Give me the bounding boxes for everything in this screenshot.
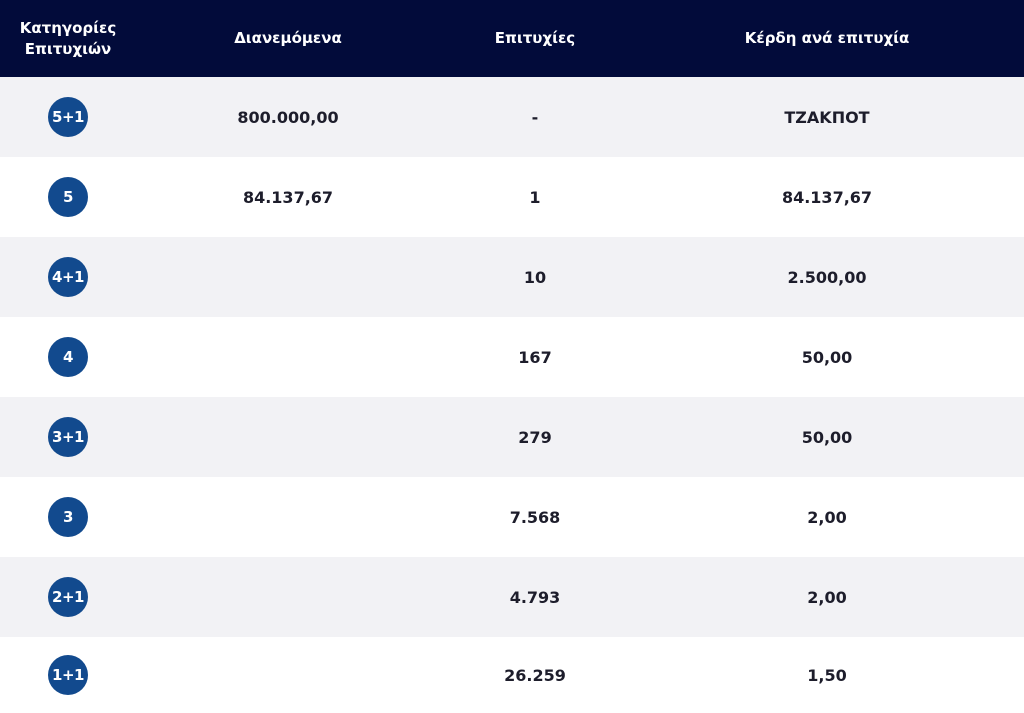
category-badge: 5 <box>48 177 88 217</box>
category-badge: 2+1 <box>48 577 88 617</box>
distributed-cell: 84.137,67 <box>242 187 334 207</box>
category-cell: 5+1 <box>0 97 136 137</box>
category-cell: 2+1 <box>0 577 136 617</box>
table-body: 5+1 800.000,00 - ΤΖΑΚΠΟΤ 5 84.137,67 1 84.137,6… <box>0 77 1024 713</box>
winners-cell: 279 <box>518 427 552 447</box>
winners-cell: 1 <box>529 187 541 207</box>
prize-cell: 50,00 <box>801 427 853 447</box>
category-badge: 4+1 <box>48 257 88 297</box>
table-row: 5 84.137,67 1 84.137,67 <box>0 157 1024 237</box>
table-row: 4 167 50,00 <box>0 317 1024 397</box>
table-row: 3 7.568 2,00 <box>0 477 1024 557</box>
table-row: 1+1 26.259 1,50 <box>0 637 1024 713</box>
winners-cell: 10 <box>523 267 547 287</box>
winners-cell: 26.259 <box>504 665 566 685</box>
prize-cell: 50,00 <box>801 347 853 367</box>
table-row: 2+1 4.793 2,00 <box>0 557 1024 637</box>
category-badge: 3+1 <box>48 417 88 457</box>
prize-cell: 84.137,67 <box>781 187 873 207</box>
category-cell: 5 <box>0 177 136 217</box>
category-cell: 1+1 <box>0 655 136 695</box>
table-row: 4+1 10 2.500,00 <box>0 237 1024 317</box>
winners-cell: - <box>531 107 539 127</box>
winners-cell: 4.793 <box>509 587 561 607</box>
header-cell: Κατηγορίες Επιτυχιών <box>19 18 117 58</box>
category-cell: 4 <box>0 337 136 377</box>
prize-cell: 2,00 <box>807 587 847 607</box>
category-badge: 4 <box>48 337 88 377</box>
category-cell: 3 <box>0 497 136 537</box>
header-cell: Διανεμόμενα <box>234 29 342 47</box>
table-row: 3+1 279 50,00 <box>0 397 1024 477</box>
category-cell: 3+1 <box>0 417 136 457</box>
header-cell: Επιτυχίες <box>494 29 576 47</box>
prize-cell: 1,50 <box>807 665 847 685</box>
category-cell: 4+1 <box>0 257 136 297</box>
header-row: Κατηγορίες Επιτυχιών Διανεμόμενα Επιτυχί… <box>0 0 1024 77</box>
prize-cell: ΤΖΑΚΠΟΤ <box>784 107 870 127</box>
winners-cell: 167 <box>518 347 552 367</box>
winners-cell: 7.568 <box>509 507 561 527</box>
category-badge: 3 <box>48 497 88 537</box>
header-cell: Κέρδη ανά επιτυχία <box>744 29 910 47</box>
prize-cell: 2,00 <box>807 507 847 527</box>
category-badge: 5+1 <box>48 97 88 137</box>
distributed-cell: 800.000,00 <box>237 107 339 127</box>
table-row: 5+1 800.000,00 - ΤΖΑΚΠΟΤ <box>0 77 1024 157</box>
prize-cell: 2.500,00 <box>787 267 867 287</box>
category-badge: 1+1 <box>48 655 88 695</box>
